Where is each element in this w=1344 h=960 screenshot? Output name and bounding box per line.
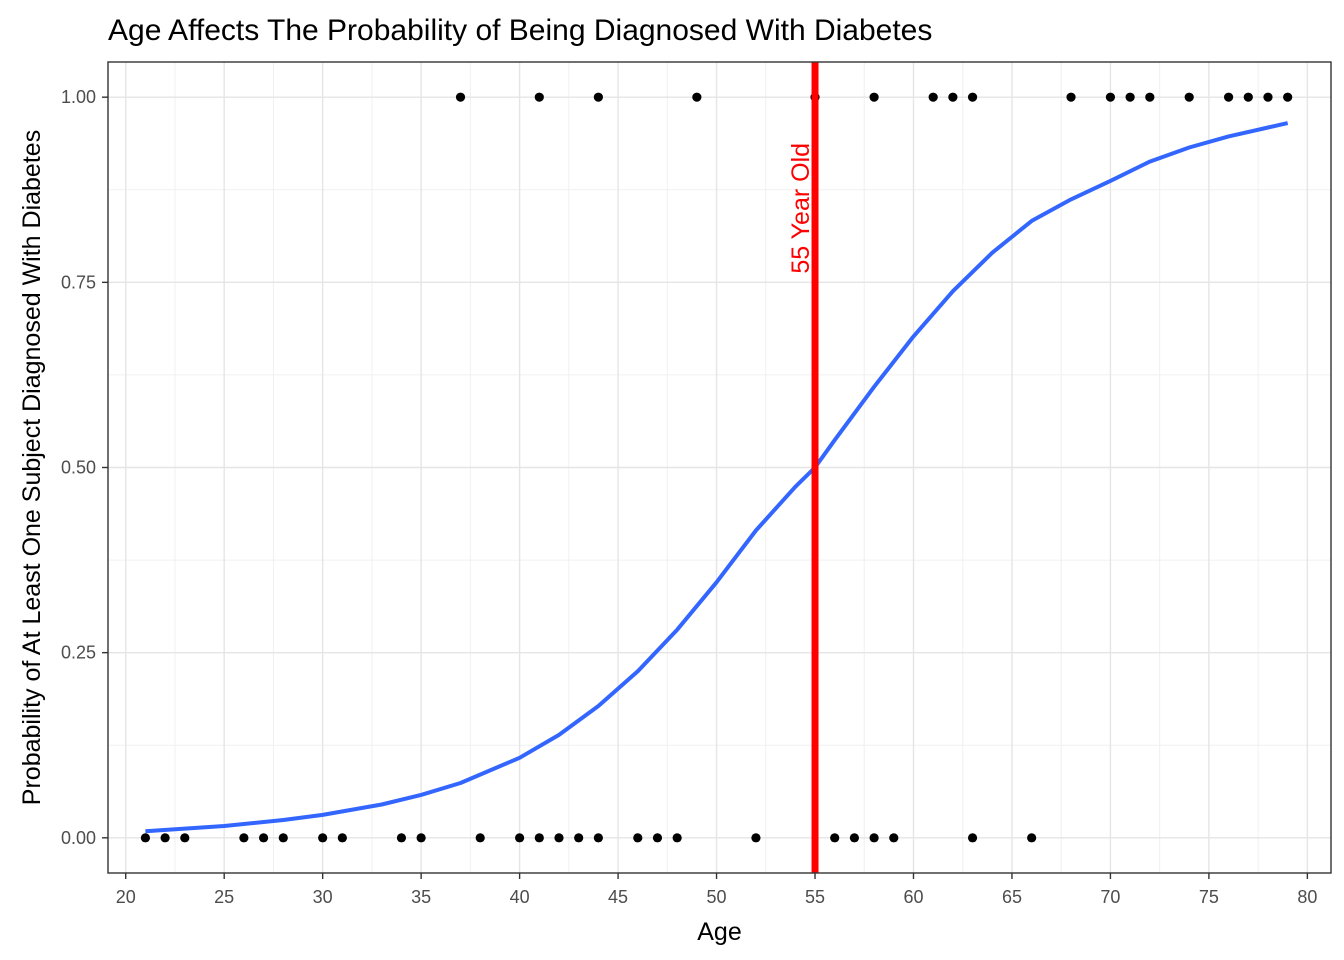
data-point [948, 92, 958, 102]
data-point [455, 92, 466, 102]
data-point [869, 92, 879, 102]
x-tick-label: 60 [903, 887, 923, 907]
data-point [239, 833, 249, 843]
x-tick-label: 50 [707, 887, 727, 907]
data-point [337, 833, 347, 843]
x-tick-label: 30 [313, 887, 333, 907]
data-point [475, 833, 485, 843]
data-point [1263, 92, 1273, 102]
data-point [869, 833, 879, 843]
data-point [967, 833, 978, 843]
data-point [574, 833, 584, 843]
data-point [1283, 92, 1293, 102]
x-tick-label: 70 [1100, 887, 1120, 907]
data-point [396, 833, 407, 843]
vline-layer: 55 Year Old [787, 62, 819, 873]
y-tick-label: 0.25 [61, 643, 96, 663]
chart-title: Age Affects The Probability of Being Dia… [108, 14, 932, 47]
x-tick-label: 45 [608, 887, 628, 907]
data-point [830, 833, 840, 843]
data-point [534, 92, 544, 102]
y-tick-label: 0.00 [61, 828, 96, 848]
x-tick-label: 40 [510, 887, 530, 907]
data-point [1125, 92, 1135, 102]
x-tick-label: 65 [1002, 887, 1022, 907]
data-point [278, 833, 288, 843]
y-axis-title: Probability of At Least One Subject Diag… [18, 130, 46, 805]
x-tick-label: 80 [1297, 887, 1317, 907]
x-tick-label: 75 [1199, 887, 1219, 907]
data-point [928, 92, 938, 102]
data-point [652, 833, 663, 843]
data-point [1027, 833, 1037, 843]
data-point [1223, 92, 1234, 102]
data-point [593, 92, 603, 102]
data-point [1145, 92, 1155, 102]
axis-layer: 20 25 30 35 40 45 50 55 60 65 70 75 80 0.00 0.25 0.50 0.… [61, 87, 1317, 907]
data-point [416, 833, 426, 843]
series-layer [140, 92, 1293, 843]
data-point [160, 833, 170, 843]
data-point [318, 833, 328, 843]
data-point [967, 92, 978, 102]
data-point [1066, 92, 1076, 102]
data-point [1105, 92, 1116, 102]
data-point [692, 92, 702, 102]
data-point [593, 833, 603, 843]
grid-layer [108, 62, 1331, 873]
data-point [1243, 92, 1253, 102]
logistic-fit-line [145, 121, 1289, 834]
data-point [515, 833, 525, 843]
y-tick-label: 1.00 [61, 87, 96, 107]
data-point [554, 833, 564, 843]
data-point [633, 833, 643, 843]
x-axis-title: Age [697, 918, 741, 946]
y-tick-label: 0.50 [61, 458, 96, 478]
x-tick-label: 20 [116, 887, 136, 907]
data-point [889, 833, 899, 843]
data-point [751, 833, 761, 843]
data-point [258, 833, 269, 843]
data-point [672, 833, 682, 843]
x-tick-label: 35 [411, 887, 431, 907]
x-tick-label: 55 [805, 887, 825, 907]
data-point [140, 833, 151, 843]
x-tick-label: 25 [214, 887, 234, 907]
data-point [180, 833, 190, 843]
age-55-label: 55 Year Old [787, 143, 815, 274]
data-point [534, 833, 544, 843]
y-tick-label: 0.75 [61, 272, 96, 292]
data-point [849, 833, 860, 843]
data-point [1184, 92, 1194, 102]
